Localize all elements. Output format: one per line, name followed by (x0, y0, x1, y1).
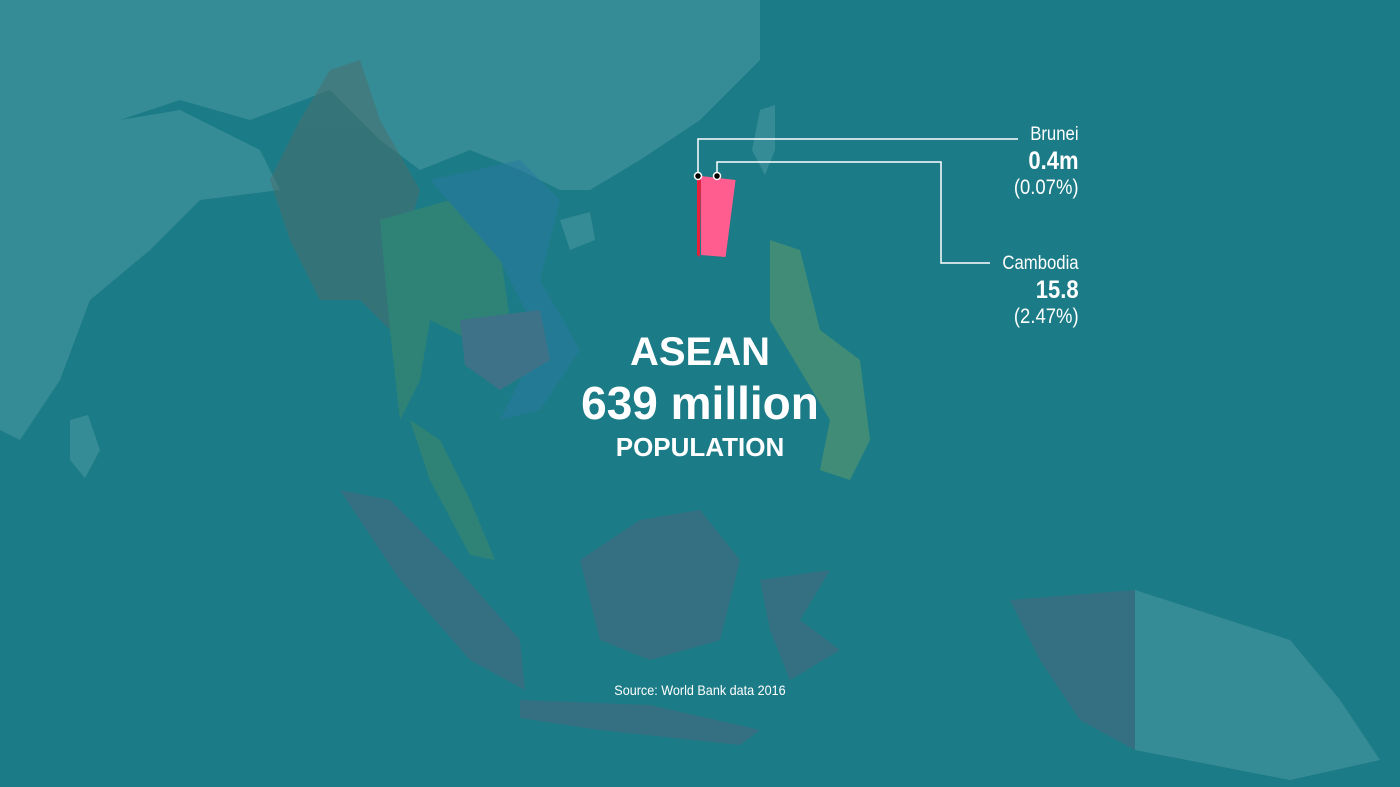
myanmar-landmass (270, 60, 420, 330)
brunei-share: (0.07%) (1014, 176, 1079, 199)
title: ASEAN (629, 330, 771, 374)
brunei-marker-dot (693, 171, 703, 181)
population-wedge (697, 176, 736, 257)
java-landmass (520, 700, 760, 745)
sri-lanka-landmass (70, 415, 100, 478)
cambodia-leader-line (716, 161, 990, 264)
cambodia-label: Cambodia 15.8 (2.47%) (992, 253, 1079, 329)
philippines-landmass (770, 240, 870, 480)
hainan-landmass (560, 212, 595, 250)
papua-landmass (1135, 590, 1380, 780)
cambodia-marker-dot (712, 171, 722, 181)
borneo-landmass (580, 510, 740, 660)
taiwan-landmass (752, 105, 775, 175)
cambodia-name: Cambodia (1002, 253, 1079, 274)
sulawesi-landmass (760, 570, 840, 680)
brunei-label: Brunei 0.4m (0.07%) (1005, 124, 1079, 200)
malaysia-landmass (410, 420, 495, 560)
cambodia-share: (2.47%) (1014, 305, 1079, 328)
thailand-landmass (380, 200, 510, 420)
subtitle: POPULATION (615, 432, 785, 462)
cambodia-value: 15.8 (1036, 276, 1079, 304)
brunei-leader-line (697, 138, 1018, 176)
brunei-name: Brunei (1030, 124, 1079, 145)
western-new-guinea-landmass (1010, 590, 1135, 750)
brunei-value: 0.4m (1028, 147, 1079, 175)
cambodia-wedge-segment (701, 176, 736, 257)
cambodia-landmass (460, 310, 550, 390)
china-landmass (0, 0, 760, 190)
brunei-wedge-segment (697, 176, 701, 257)
leader-lines (697, 138, 1018, 264)
india-landmass (0, 110, 280, 440)
sumatra-landmass (340, 490, 525, 690)
source-note: Source: World Bank data 2016 (614, 682, 786, 698)
total-population: 639 million (581, 377, 819, 429)
